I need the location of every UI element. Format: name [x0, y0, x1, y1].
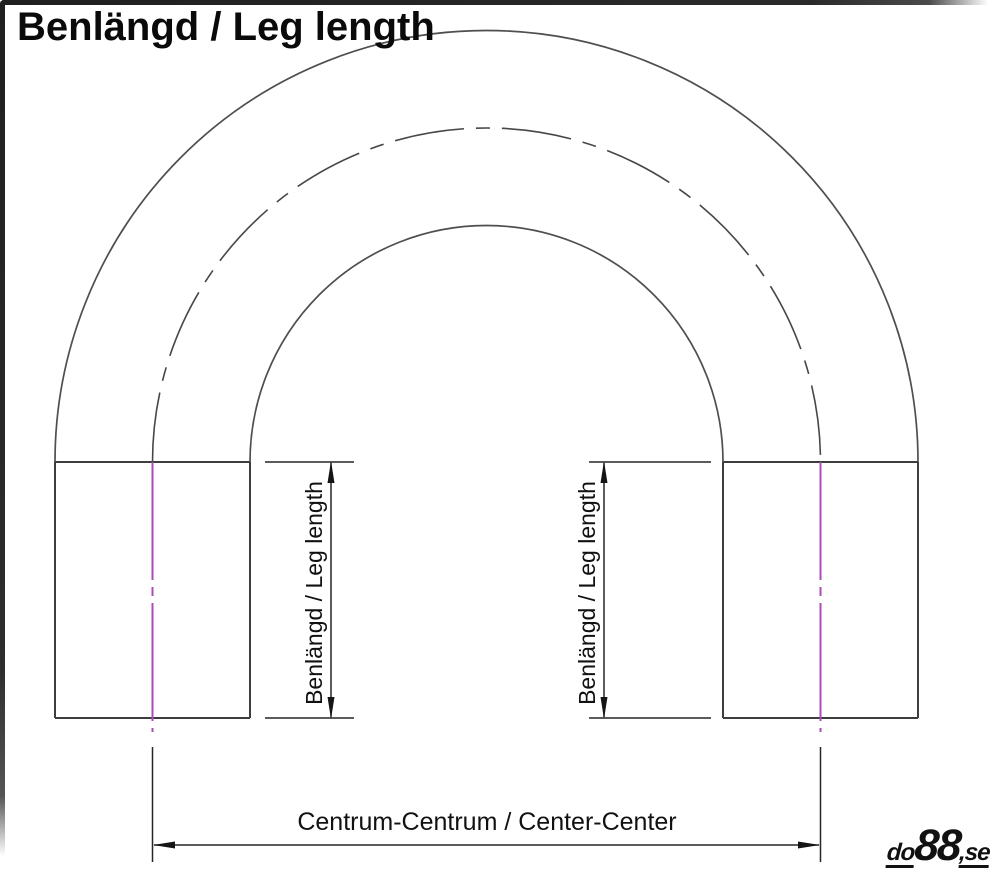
right-leg-length-label: Benlängd / Leg length — [574, 481, 600, 705]
left-leg-length-label: Benlängd / Leg length — [301, 481, 327, 705]
outer-arc — [54, 29, 919, 463]
frame-border-left — [0, 0, 5, 856]
left-dim-arrow-down — [327, 697, 335, 719]
cc-arrow-right — [798, 841, 820, 849]
right-dim-arrow-down — [600, 697, 608, 719]
logo-number: 88 — [913, 821, 962, 870]
centerline-arc — [151, 127, 822, 463]
frame-border-top — [0, 0, 988, 5]
page-title: Benlängd / Leg length — [17, 5, 435, 49]
center-center-label: Centrum-Centrum / Center-Center — [297, 808, 677, 836]
right-leg-dimension — [589, 461, 711, 719]
logo-prefix: do — [885, 839, 916, 868]
inner-arc — [249, 224, 724, 463]
right-dim-arrow-up — [600, 461, 608, 483]
left-dim-arrow-up — [327, 461, 335, 483]
center-center-dimension — [151, 747, 822, 862]
logo-suffix: ,se — [958, 839, 991, 868]
do88-logo: do 88 ,se — [857, 821, 992, 870]
cc-arrow-left — [153, 841, 175, 849]
left-leg-dimension — [265, 461, 354, 719]
